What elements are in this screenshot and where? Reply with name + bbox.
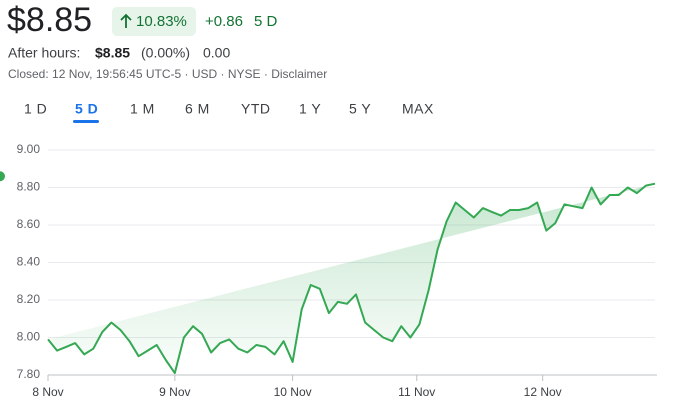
price-line (47, 182, 656, 375)
tab-underline (73, 120, 99, 123)
y-tick-label: 9.00 (17, 142, 41, 156)
change: +0.86 (205, 13, 243, 30)
range-tab[interactable]: MAX (402, 101, 434, 117)
x-tick-label: 9 Nov (159, 385, 190, 399)
y-tick-label: 7.80 (17, 367, 41, 381)
range-tab[interactable]: 1 M (130, 101, 155, 117)
x-tick-label: 8 Nov (32, 385, 63, 399)
change-badge (112, 7, 196, 36)
y-tick-label: 8.60 (17, 217, 41, 231)
period: 5 D (254, 13, 278, 30)
after-hours-pct: (0.00%) (141, 45, 190, 61)
area-fill (48, 183, 655, 374)
range-tab[interactable]: 1 Y (299, 101, 321, 117)
range-tab[interactable]: 5 Y (349, 101, 371, 117)
up-arrow (120, 13, 132, 28)
closed-info: Closed: 12 Nov, 19:56:45 UTC-5 · USD · N… (8, 67, 327, 81)
y-tick-label: 8.00 (17, 330, 41, 344)
range-tab[interactable]: 1 D (24, 101, 47, 117)
after-hours-price: $8.85 (95, 45, 130, 61)
price: $8.85 (7, 1, 92, 39)
y-tick-label: 8.80 (17, 180, 41, 194)
after-hours-change: 0.00 (203, 45, 230, 61)
x-tick-label: 11 Nov (398, 385, 435, 399)
range-tab[interactable]: YTD (241, 101, 271, 117)
y-tick-label: 8.20 (17, 292, 41, 306)
chart: 7.80 8.00 8.20 8.40 8.60 8.80 9.00 8 Nov 9 Nov 10… (0, 142, 657, 399)
x-tick-label: 10 Nov (274, 385, 312, 399)
last-point (0, 171, 5, 182)
after-hours-label: After hours: (8, 45, 80, 61)
range-tab[interactable]: 6 M (185, 101, 210, 117)
x-tick-label: 12 Nov (524, 385, 562, 399)
range-tabs: 1 D 5 D 1 M 6 M YTD 1 Y 5 Y MAX (24, 101, 434, 123)
y-tick-label: 8.40 (17, 255, 41, 269)
change-pct: 10.83% (136, 13, 187, 30)
range-tab[interactable]: 5 D (75, 101, 98, 117)
